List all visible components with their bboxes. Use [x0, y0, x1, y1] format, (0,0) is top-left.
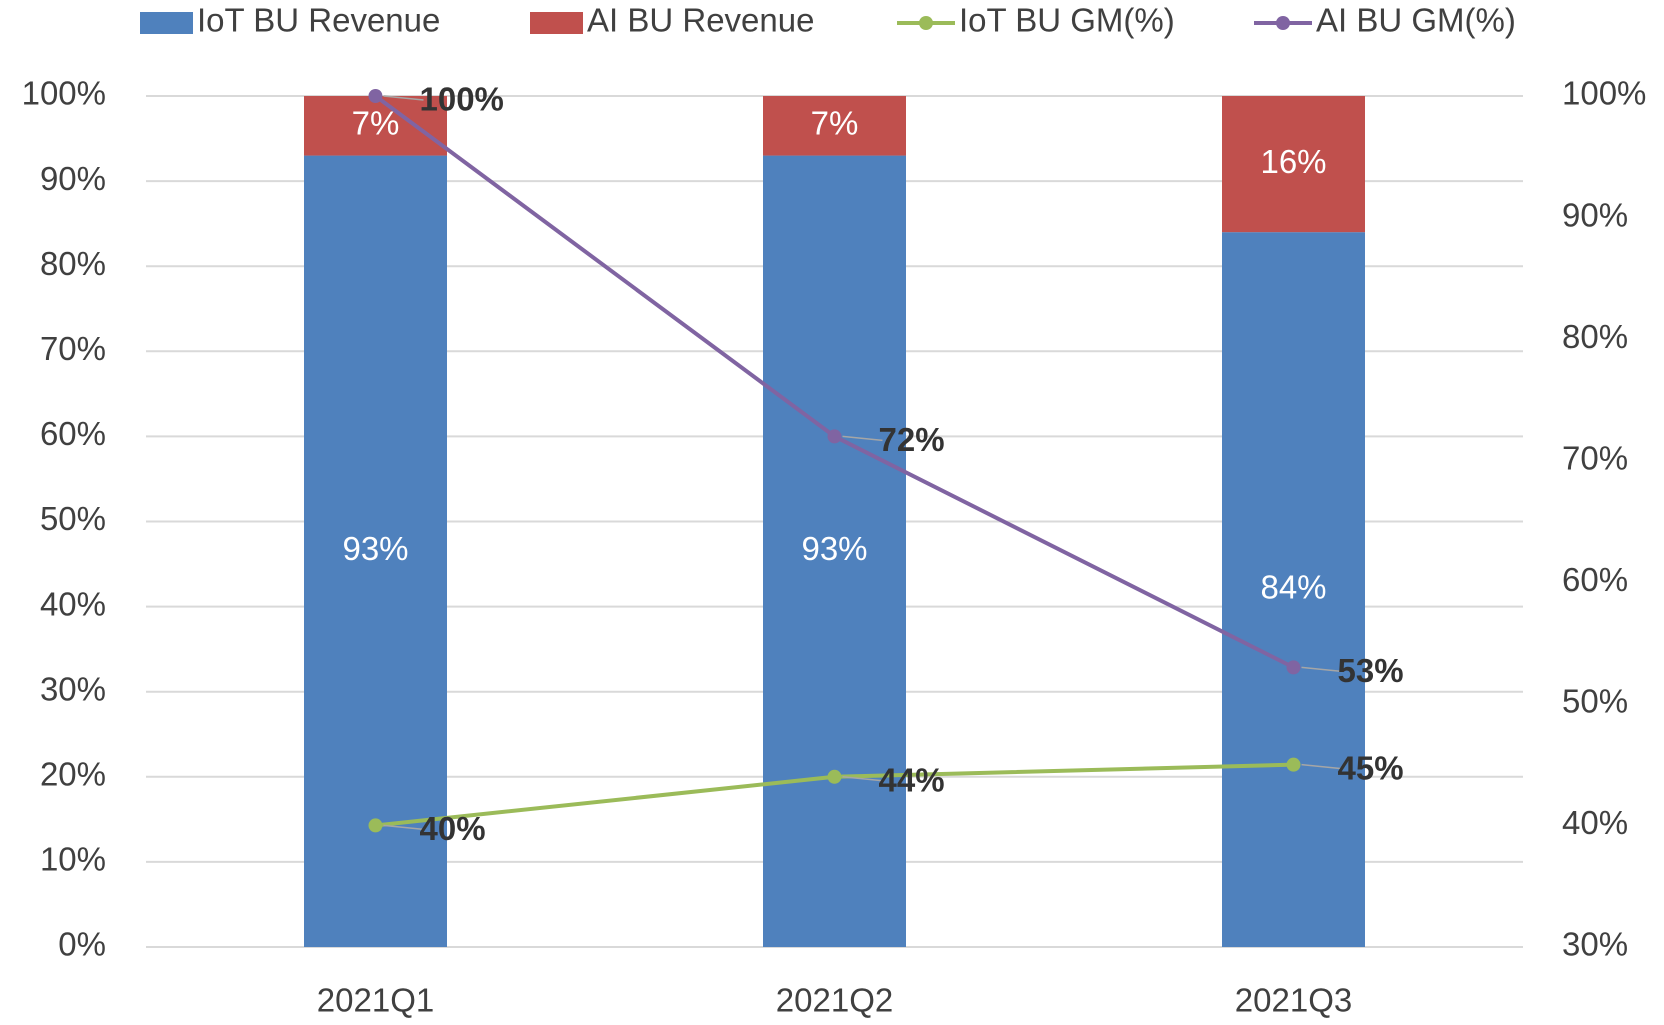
y-tick-label: 0%	[58, 926, 106, 963]
leader-line	[842, 776, 883, 782]
bar	[1222, 232, 1365, 947]
bar-value-label: 16%	[1260, 143, 1326, 180]
line-value-label: 44%	[879, 762, 945, 799]
line-point	[827, 769, 842, 784]
line-value-label: 45%	[1338, 749, 1404, 786]
bar	[304, 96, 447, 156]
y2-tick-label: 100%	[1562, 75, 1646, 112]
y2-tick-label: 40%	[1562, 804, 1628, 841]
line-point	[368, 89, 383, 103]
line-point	[1286, 757, 1301, 772]
bar	[763, 96, 906, 156]
leader-line	[842, 435, 883, 442]
y-tick-label: 50%	[40, 500, 106, 537]
y2-tick-label: 30%	[1562, 926, 1628, 963]
bar	[304, 155, 447, 947]
y-tick-label: 70%	[40, 330, 106, 367]
y2-tick-label: 50%	[1562, 683, 1628, 720]
y2-tick-label: 60%	[1562, 561, 1628, 598]
y-tick-label: 30%	[40, 670, 106, 707]
bar	[763, 155, 906, 947]
leader-line	[383, 95, 424, 101]
line-value-label: 72%	[879, 421, 945, 458]
legend-label: AI BU GM(%)	[1316, 2, 1516, 39]
legend-swatch	[530, 12, 583, 34]
leader-line	[1301, 666, 1342, 673]
legend-label: AI BU Revenue	[587, 2, 814, 39]
line-point	[368, 818, 383, 833]
bar-value-label: 7%	[352, 105, 400, 142]
x-tick-label: 2021Q3	[1235, 982, 1352, 1019]
bar-value-label: 93%	[801, 530, 867, 567]
legend-swatch	[140, 12, 193, 34]
legend-label: IoT BU Revenue	[197, 2, 440, 39]
y-tick-label: 10%	[40, 841, 106, 878]
leader-line	[1301, 763, 1342, 770]
bar-value-label: 7%	[811, 105, 859, 142]
bar-value-label: 84%	[1260, 568, 1326, 605]
line-value-label: 100%	[420, 81, 504, 118]
line-point	[1286, 660, 1301, 675]
line-value-label: 40%	[420, 810, 486, 847]
x-tick-label: 2021Q1	[317, 982, 434, 1019]
legend-swatch	[919, 16, 933, 30]
bar	[1222, 96, 1365, 233]
y-tick-label: 100%	[22, 75, 106, 112]
y2-tick-label: 90%	[1562, 196, 1628, 233]
y-tick-label: 20%	[40, 756, 106, 793]
line-value-label: 53%	[1338, 652, 1404, 689]
y2-tick-label: 70%	[1562, 439, 1628, 476]
legend-label: IoT BU GM(%)	[959, 2, 1175, 39]
y-tick-label: 80%	[40, 245, 106, 282]
leader-line	[383, 824, 424, 831]
line-point	[827, 429, 842, 444]
y2-tick-label: 80%	[1562, 318, 1628, 355]
bar-value-label: 93%	[342, 530, 408, 567]
y-tick-label: 40%	[40, 585, 106, 622]
y-tick-label: 60%	[40, 415, 106, 452]
legend-swatch	[1276, 16, 1290, 30]
x-tick-label: 2021Q2	[776, 982, 893, 1019]
y-tick-label: 90%	[40, 160, 106, 197]
